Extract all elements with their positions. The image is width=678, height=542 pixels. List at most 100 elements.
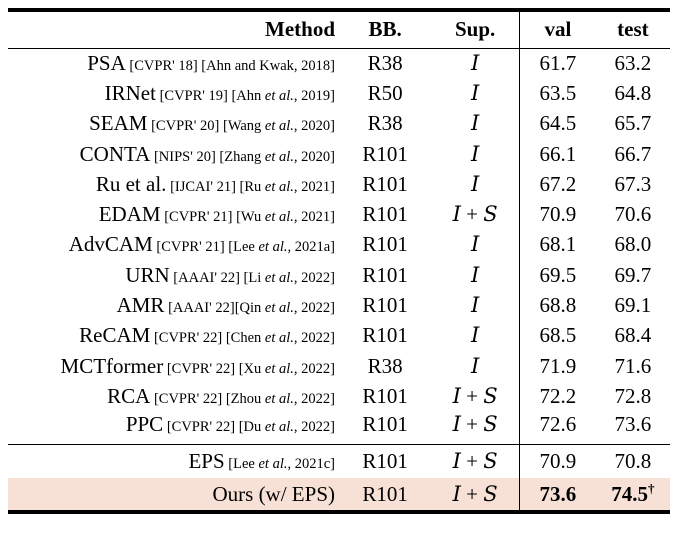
method-name: AMR [116,293,165,318]
test-score: 70.6 [614,202,652,227]
val-score: 67.2 [539,171,577,196]
val-score-cell: 71.9 [519,350,596,382]
backbone-cell: R101 [339,444,431,478]
backbone-value: R101 [362,202,408,227]
method-citation: [CVPR' 22] [Xu et al., 2022] [163,360,335,377]
test-score: 72.8 [614,383,652,408]
test-score-cell: 71.6 [596,351,670,381]
method-name: RCA [107,383,151,408]
table-header: Method BB. Sup. val test [8,10,670,48]
test-score: 64.8 [614,80,652,105]
supervision-symbol: I [471,171,480,196]
backbone-value: R38 [367,50,403,75]
test-score-cell: 74.5† [596,478,670,512]
val-score: 68.8 [539,293,577,318]
method-name: PSA [87,50,126,75]
supervision-symbol: I [452,448,461,473]
header-val: val [519,10,596,48]
method-name: URN [125,262,170,287]
method-cell: AMR [AAAI' 22][Qin et al., 2022] [8,290,339,320]
method-cell: MCTformer [CVPR' 22] [Xu et al., 2022] [8,351,339,381]
backbone-cell: R101 [339,260,431,290]
table-row: MCTformer [CVPR' 22] [Xu et al., 2022] R3… [8,350,670,382]
supervision-symbol: I [471,80,480,105]
method-cell: Ours (w/ EPS) [8,478,339,512]
backbone-cell: R50 [339,78,431,108]
method-cell: ReCAM [CVPR' 22] [Chen et al., 2022] [8,321,339,351]
val-score-cell: 68.8 [519,290,596,321]
method-citation: [CVPR' 21] [Lee et al., 2021a] [152,239,335,256]
backbone-cell: R101 [339,478,431,512]
method-citation: [CVPR' 21] [Wu et al., 2021] [160,209,335,226]
backbone-cell: R101 [339,290,431,320]
val-score: 64.5 [539,111,577,136]
method-citation: [CVPR' 18] [Ahn and Kwak, 2018] [125,57,335,74]
method-name: CONTA [79,141,151,166]
backbone-value: R38 [367,111,403,136]
val-score-cell: 68.5 [519,320,596,351]
supervision-symbol: I [452,383,461,408]
val-score-cell: 69.5 [519,260,596,291]
backbone-cell: R101 [339,321,431,351]
test-score: 66.7 [614,141,652,166]
header-method: Method [265,17,335,42]
comparison-methods-body: PSA [CVPR' 18] [Ahn and Kwak, 2018] R38 I 6… [8,48,670,445]
test-score: 74.5 [611,481,648,506]
method-citation: [NIPS' 20] [Zhang et al., 2020] [150,148,335,165]
test-score-cell: 68.0 [596,230,670,260]
test-score-cell: 69.7 [596,260,670,290]
test-score: 69.1 [614,293,652,318]
backbone-value: R101 [362,171,408,196]
backbone-value: R101 [362,262,408,287]
method-name: SEAM [89,111,148,136]
supervision-symbol: I [452,481,461,506]
method-citation: [CVPR' 19] [Ahn et al., 2019] [155,87,335,104]
test-score: 65.7 [614,111,652,136]
val-score-cell: 70.9 [519,444,596,479]
backbone-value: R101 [362,293,408,318]
val-score-cell: 70.9 [519,199,596,230]
test-score: 68.0 [614,232,652,257]
supervision-symbol: S [483,411,498,436]
supervision-symbol: I [471,323,480,348]
supervision-cell: I + S [452,202,498,227]
method-cell: RCA [CVPR' 22] [Zhou et al., 2022] [8,381,339,411]
supervision-cell: I + S [452,383,498,408]
supervision-cell: I + S [452,411,498,436]
table-row: EPS [Lee et al., 2021c] R101 I + S 70.9 70.8 [8,444,670,479]
supervision-symbol: I [452,411,461,436]
method-name: IRNet [104,80,156,105]
val-score-cell: 66.1 [519,138,596,170]
supervision-cell: I [431,290,519,320]
results-table: Method BB. Sup. val test PSA [CVPR' 18] … [8,8,670,515]
table-row: URN [AAAI' 22] [Li et al., 2022] R101 I 69.… [8,260,670,291]
val-score: 70.9 [539,448,577,473]
supervision-cell: I [431,78,519,108]
method-citation: [CVPR' 20] [Wang et al., 2020] [147,118,335,135]
val-score: 63.5 [539,80,577,105]
backbone-value: R101 [362,232,408,257]
method-cell: SEAM [CVPR' 20] [Wang et al., 2020] [8,109,339,139]
method-name: EDAM [98,202,161,227]
method-cell: AdvCAM [CVPR' 21] [Lee et al., 2021a] [8,230,339,260]
supervision-symbol: I [471,50,480,75]
val-score: 72.6 [539,411,577,436]
test-score: 70.8 [614,448,652,473]
supervision-symbol: S [483,481,498,506]
header-row: Method BB. Sup. val test [8,10,670,48]
test-score-cell: 73.6 [596,412,670,445]
val-score-cell: 64.5 [519,108,596,139]
test-score-cell: 65.7 [596,109,670,139]
backbone-cell: R38 [339,109,431,139]
table-row: Ru et al. [IJCAI' 21] [Ru et al., 2021] R… [8,169,670,200]
supervision-symbol: I [471,232,480,257]
test-score-cell: 70.6 [596,199,670,229]
supervision-cell: I [431,260,519,290]
backbone-value: R101 [362,481,408,506]
method-cell: IRNet [CVPR' 19] [Ahn et al., 2019] [8,78,339,108]
backbone-cell: R101 [339,169,431,199]
val-score-cell: 72.2 [519,381,596,412]
test-score-cell: 70.8 [596,444,670,478]
backbone-cell: R38 [339,48,431,78]
supervision-cell: I [431,48,519,78]
